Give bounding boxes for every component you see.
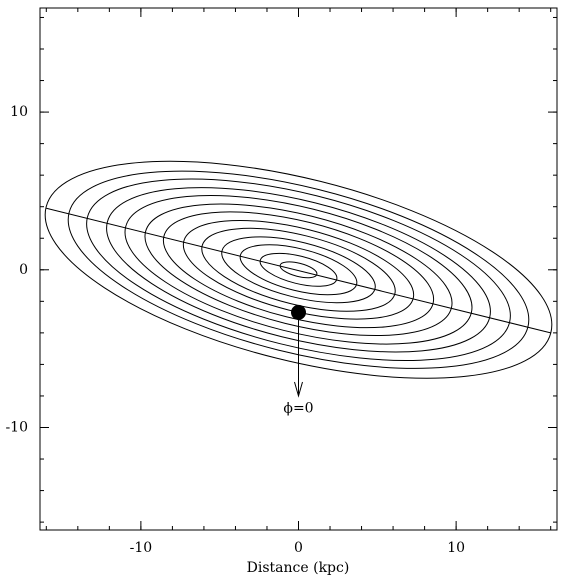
y-tick-label: 10	[10, 104, 28, 120]
orbit-ellipse	[259, 252, 338, 287]
x-axis-label: Distance (kpc)	[247, 560, 350, 576]
annotation: ϕ=0	[283, 401, 313, 417]
orbit-ellipse	[239, 244, 358, 296]
x-tick-label: 0	[294, 540, 303, 556]
x-tick-label: -10	[130, 540, 153, 556]
y-tick-label: -10	[5, 419, 28, 435]
orbit-ellipse	[44, 160, 553, 379]
orbit-ellipse	[201, 227, 396, 312]
x-tick-label: 10	[447, 540, 465, 556]
sun-marker	[291, 304, 306, 320]
orbit-ellipse	[279, 261, 318, 279]
orbit-ellipse	[221, 236, 376, 304]
major-axis-line	[46, 207, 551, 334]
y-tick-label: 0	[19, 262, 28, 278]
orbit-ellipse	[182, 219, 415, 320]
arrow-head	[294, 381, 303, 398]
